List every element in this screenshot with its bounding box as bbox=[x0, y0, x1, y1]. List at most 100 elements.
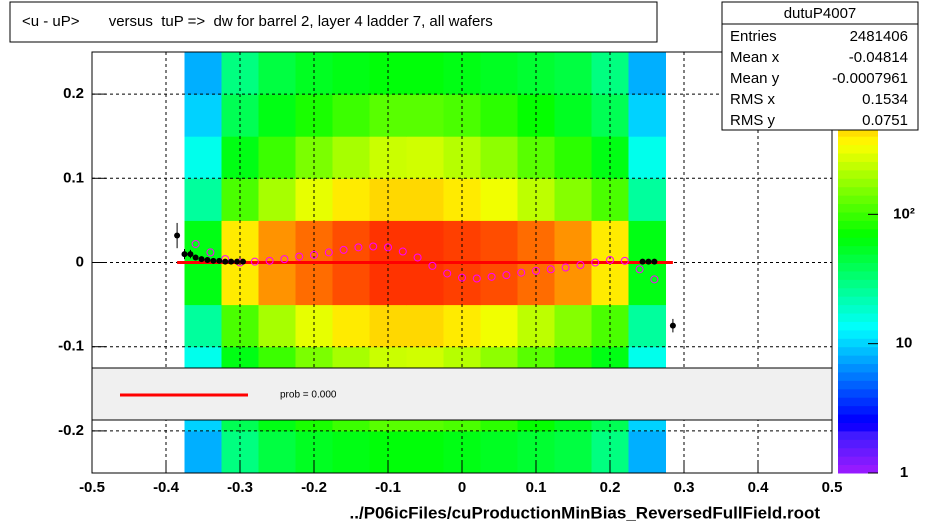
stats-title: dutuP4007 bbox=[784, 5, 857, 22]
mean-point bbox=[384, 243, 392, 252]
x-tick-label: 0.4 bbox=[748, 479, 770, 496]
profile-point bbox=[639, 258, 646, 265]
x-tick-label: 0.2 bbox=[600, 479, 621, 496]
heat-cell bbox=[184, 304, 222, 348]
profile-point bbox=[174, 232, 181, 239]
mean-point bbox=[502, 271, 511, 280]
mean-point bbox=[324, 248, 333, 257]
profile-point bbox=[239, 258, 246, 265]
mean-point bbox=[413, 253, 422, 262]
stats-value: -0.0007961 bbox=[832, 70, 908, 87]
mean-point bbox=[487, 272, 496, 281]
profile-point bbox=[198, 256, 205, 263]
color-bar-step bbox=[838, 136, 878, 146]
heat-cell bbox=[184, 136, 222, 179]
color-bar-step bbox=[838, 169, 878, 179]
color-bar-step bbox=[838, 388, 878, 398]
mean-point bbox=[398, 247, 407, 256]
x-tick-label: 0.5 bbox=[822, 479, 843, 496]
mean-point bbox=[650, 275, 659, 284]
color-bar-step bbox=[838, 346, 878, 356]
x-tick-label: -0.1 bbox=[375, 479, 401, 496]
x-tick-label: -0.3 bbox=[227, 479, 253, 496]
color-bar-step bbox=[838, 464, 878, 474]
x-tick-label: 0 bbox=[458, 479, 466, 496]
mean-point bbox=[635, 265, 644, 274]
mean-point bbox=[369, 242, 378, 251]
color-bar-step bbox=[838, 220, 878, 230]
profile-point bbox=[651, 258, 658, 265]
x-tick-label: -0.5 bbox=[79, 479, 105, 496]
heat-cell bbox=[480, 304, 518, 348]
z-tick-label: 10² bbox=[893, 205, 915, 222]
profile-point bbox=[192, 254, 199, 261]
color-bar-step bbox=[838, 203, 878, 213]
color-bar-step bbox=[838, 254, 878, 263]
heat-cell bbox=[406, 94, 444, 137]
stats-label: Mean y bbox=[730, 70, 780, 87]
stats-label: RMS y bbox=[730, 112, 776, 129]
color-bar-step bbox=[838, 262, 878, 272]
color-bar-step bbox=[838, 270, 878, 280]
mean-point bbox=[265, 256, 274, 265]
heat-cell bbox=[332, 220, 370, 263]
color-bar-step bbox=[838, 161, 878, 171]
heat-cell bbox=[406, 220, 444, 263]
heat-cell bbox=[554, 178, 592, 221]
y-tick-label: 0.2 bbox=[63, 85, 84, 102]
heat-cell bbox=[406, 136, 444, 179]
mean-point bbox=[576, 261, 585, 270]
heat-cell bbox=[554, 136, 592, 179]
heat-cell bbox=[628, 94, 666, 137]
heat-cell bbox=[184, 52, 222, 95]
heat-cell bbox=[258, 262, 296, 306]
mean-point bbox=[606, 255, 614, 264]
heat-cell bbox=[258, 52, 296, 95]
heat-cell bbox=[332, 94, 370, 137]
x-tick-label: 0.3 bbox=[674, 479, 695, 496]
heat-cell bbox=[480, 430, 518, 474]
color-bar-step bbox=[838, 414, 878, 423]
heat-cell bbox=[332, 136, 370, 179]
heat-cell bbox=[554, 262, 592, 306]
x-tick-label: -0.2 bbox=[301, 479, 327, 496]
title-box bbox=[9, 1, 658, 43]
color-bar-step bbox=[838, 178, 878, 188]
heat-cell bbox=[406, 178, 444, 221]
color-bar-step bbox=[838, 144, 878, 154]
z-tick-label: 1 bbox=[900, 464, 908, 481]
color-bar-step bbox=[838, 430, 878, 440]
heat-cell bbox=[628, 178, 666, 221]
heat-cell bbox=[258, 220, 296, 263]
color-bar-step bbox=[838, 186, 878, 196]
color-bar-step bbox=[838, 313, 878, 322]
color-bar-step bbox=[838, 153, 878, 162]
heat-cell bbox=[258, 304, 296, 348]
heat-cell bbox=[554, 52, 592, 95]
y-tick-label: 0 bbox=[76, 253, 84, 270]
color-bar-step bbox=[838, 338, 878, 348]
mean-point bbox=[517, 268, 526, 277]
x-tick-label: -0.4 bbox=[153, 479, 180, 496]
color-bar-step bbox=[838, 211, 878, 221]
heat-cell bbox=[184, 430, 222, 474]
heat-cell bbox=[480, 262, 518, 306]
heat-cell bbox=[628, 52, 666, 95]
stats-value: -0.04814 bbox=[849, 49, 908, 66]
heat-cell bbox=[480, 178, 518, 221]
heat-cell bbox=[480, 94, 518, 137]
legend-label: prob = 0.000 bbox=[280, 390, 337, 401]
heat-cell bbox=[258, 430, 296, 474]
heat-cell bbox=[406, 262, 444, 306]
plot-area bbox=[91, 52, 833, 474]
heat-cell bbox=[258, 178, 296, 221]
z-tick-label: 10 bbox=[896, 335, 913, 352]
heat-cell bbox=[628, 304, 666, 348]
profile-point bbox=[210, 257, 217, 264]
mean-point bbox=[206, 248, 215, 257]
stats-frame bbox=[721, 1, 919, 131]
heat-cell bbox=[184, 94, 222, 137]
mean-point bbox=[546, 265, 555, 274]
color-bar-step bbox=[838, 439, 878, 449]
